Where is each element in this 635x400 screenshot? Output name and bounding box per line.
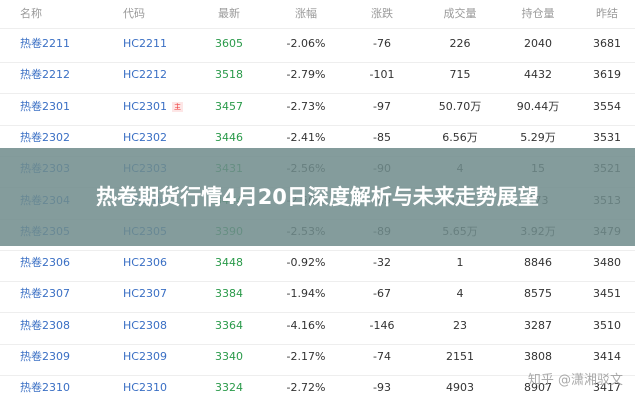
table-cell: -67 xyxy=(373,287,391,301)
table-cell: 4903 xyxy=(446,381,474,395)
table-cell: 8846 xyxy=(524,256,552,270)
table-cell: HC2212 xyxy=(123,68,167,82)
contract-name[interactable]: 热卷2306 xyxy=(20,256,70,270)
header-divider xyxy=(0,28,635,29)
table-cell: HC2302 xyxy=(123,130,167,144)
table-cell: 3554 xyxy=(593,99,621,113)
row-divider xyxy=(0,312,635,314)
row-divider xyxy=(0,343,635,345)
contract-name[interactable]: 热卷2309 xyxy=(20,350,70,363)
table-cell: 8575 xyxy=(524,287,552,301)
column-header: 昨结 xyxy=(596,7,618,20)
table-cell: 3340 xyxy=(215,350,243,363)
table-cell: -74 xyxy=(373,350,391,363)
table-cell: HC2301 xyxy=(123,99,167,113)
column-header: 名称 xyxy=(20,7,42,20)
table-cell: 50.70万 xyxy=(438,99,482,113)
column-header: 最新 xyxy=(218,7,240,20)
table-cell: 4432 xyxy=(524,68,552,82)
table-cell: HC2307 xyxy=(123,287,167,301)
table-cell: 2040 xyxy=(524,37,552,50)
table-cell: 3384 xyxy=(215,287,243,301)
column-header: 涨跌 xyxy=(371,7,393,20)
table-cell: 3518 xyxy=(215,68,243,82)
table-cell: 1 xyxy=(456,256,464,270)
table-cell: 2151 xyxy=(446,350,474,363)
table-cell: 3808 xyxy=(524,350,552,363)
table-cell: 715 xyxy=(449,68,471,82)
contract-name[interactable]: 热卷2308 xyxy=(20,318,70,332)
table-cell: 4 xyxy=(456,287,464,301)
table-cell: -85 xyxy=(373,130,391,144)
table-cell: -4.16% xyxy=(286,318,326,332)
main-contract-badge: 主 xyxy=(172,101,183,112)
table-cell: HC2308 xyxy=(123,318,167,332)
table-cell: -2.17% xyxy=(286,350,326,363)
table-cell: -93 xyxy=(373,381,391,395)
row-divider xyxy=(0,93,635,95)
table-cell: -101 xyxy=(369,68,395,82)
table-cell: 5.29万 xyxy=(520,130,556,144)
table-cell: -32 xyxy=(373,256,391,270)
table-cell: 3480 xyxy=(593,256,621,270)
table-cell: 3619 xyxy=(593,68,621,82)
contract-name[interactable]: 热卷2212 xyxy=(20,68,70,82)
table-cell: -2.06% xyxy=(286,37,326,50)
contract-name[interactable]: 热卷2307 xyxy=(20,287,70,301)
table-cell: -2.72% xyxy=(286,381,326,395)
column-header: 涨幅 xyxy=(295,7,317,20)
table-cell: HC2309 xyxy=(123,350,167,363)
table-cell: 3531 xyxy=(593,130,621,144)
table-cell: 23 xyxy=(453,318,467,332)
contract-name[interactable]: 热卷2310 xyxy=(20,381,70,395)
contract-name[interactable]: 热卷2211 xyxy=(20,37,70,50)
table-cell: 3287 xyxy=(524,318,552,332)
column-header: 持仓量 xyxy=(521,7,555,20)
table-cell: -1.94% xyxy=(286,287,326,301)
table-cell: -2.79% xyxy=(286,68,326,82)
table-cell: 3414 xyxy=(593,350,621,363)
row-divider xyxy=(0,249,635,251)
table-cell: -146 xyxy=(369,318,395,332)
table-cell: -76 xyxy=(373,37,391,50)
table-cell: -2.41% xyxy=(286,130,326,144)
contract-name[interactable]: 热卷2301 xyxy=(20,99,70,113)
row-divider xyxy=(0,124,635,126)
table-cell: 3451 xyxy=(593,287,621,301)
table-cell: 3324 xyxy=(215,381,243,395)
contract-name[interactable]: 热卷2302 xyxy=(20,130,70,144)
table-cell: HC2306 xyxy=(123,256,167,270)
table-cell: 90.44万 xyxy=(516,99,560,113)
column-header: 代码 xyxy=(123,7,145,20)
table-cell: 3446 xyxy=(215,130,243,144)
table-cell: HC2310 xyxy=(123,381,167,395)
table-cell: 3510 xyxy=(593,318,621,332)
table-cell: 3681 xyxy=(593,37,621,50)
table-cell: 3448 xyxy=(215,256,243,270)
row-divider xyxy=(0,62,635,63)
table-cell: -97 xyxy=(373,99,391,113)
row-divider xyxy=(0,375,635,376)
watermark: 知乎 @潇湘驳文 xyxy=(527,373,623,388)
table-cell: HC2211 xyxy=(123,37,167,50)
table-cell: 8907 xyxy=(524,381,552,395)
table-cell: 226 xyxy=(449,37,471,50)
table-cell: -0.92% xyxy=(286,256,326,270)
table-cell: 3605 xyxy=(215,37,243,50)
row-divider xyxy=(0,281,635,283)
table-cell: 6.56万 xyxy=(442,130,478,144)
column-header: 成交量 xyxy=(443,7,477,20)
table-cell: 3417 xyxy=(593,381,621,395)
table-cell: 3364 xyxy=(215,318,243,332)
table-cell: 3457 xyxy=(215,99,243,113)
overlay-title: 热卷期货行情4月20日深度解析与未来走势展望 xyxy=(96,185,539,209)
title-overlay: 热卷期货行情4月20日深度解析与未来走势展望 xyxy=(0,148,635,246)
table-cell: -2.73% xyxy=(286,99,326,113)
